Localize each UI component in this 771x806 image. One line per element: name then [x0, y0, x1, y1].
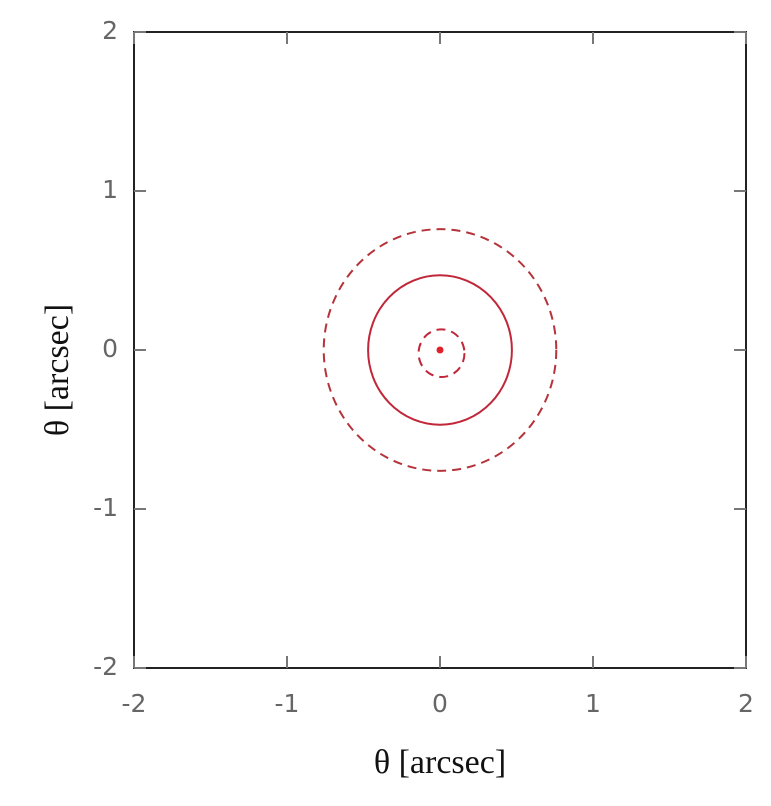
- contour: [367, 274, 513, 426]
- y-tick-label: 2: [102, 16, 118, 45]
- x-tick-label: 2: [738, 689, 754, 718]
- x-tick-label: 1: [585, 689, 601, 718]
- y-tick-label: 0: [102, 334, 118, 363]
- y-tick-label: -1: [93, 493, 118, 522]
- center-point: [436, 346, 444, 354]
- x-tick-label: -2: [122, 689, 147, 718]
- y-tick-label: -2: [93, 652, 118, 681]
- contour: [322, 228, 558, 472]
- x-tick-label: 0: [432, 689, 448, 718]
- contour: [417, 328, 466, 379]
- y-tick-label: 1: [102, 175, 118, 204]
- x-axis-title: θ [arcsec]: [374, 744, 506, 781]
- x-tick-label: -1: [275, 689, 300, 718]
- y-axis-title: θ [arcsec]: [39, 304, 76, 436]
